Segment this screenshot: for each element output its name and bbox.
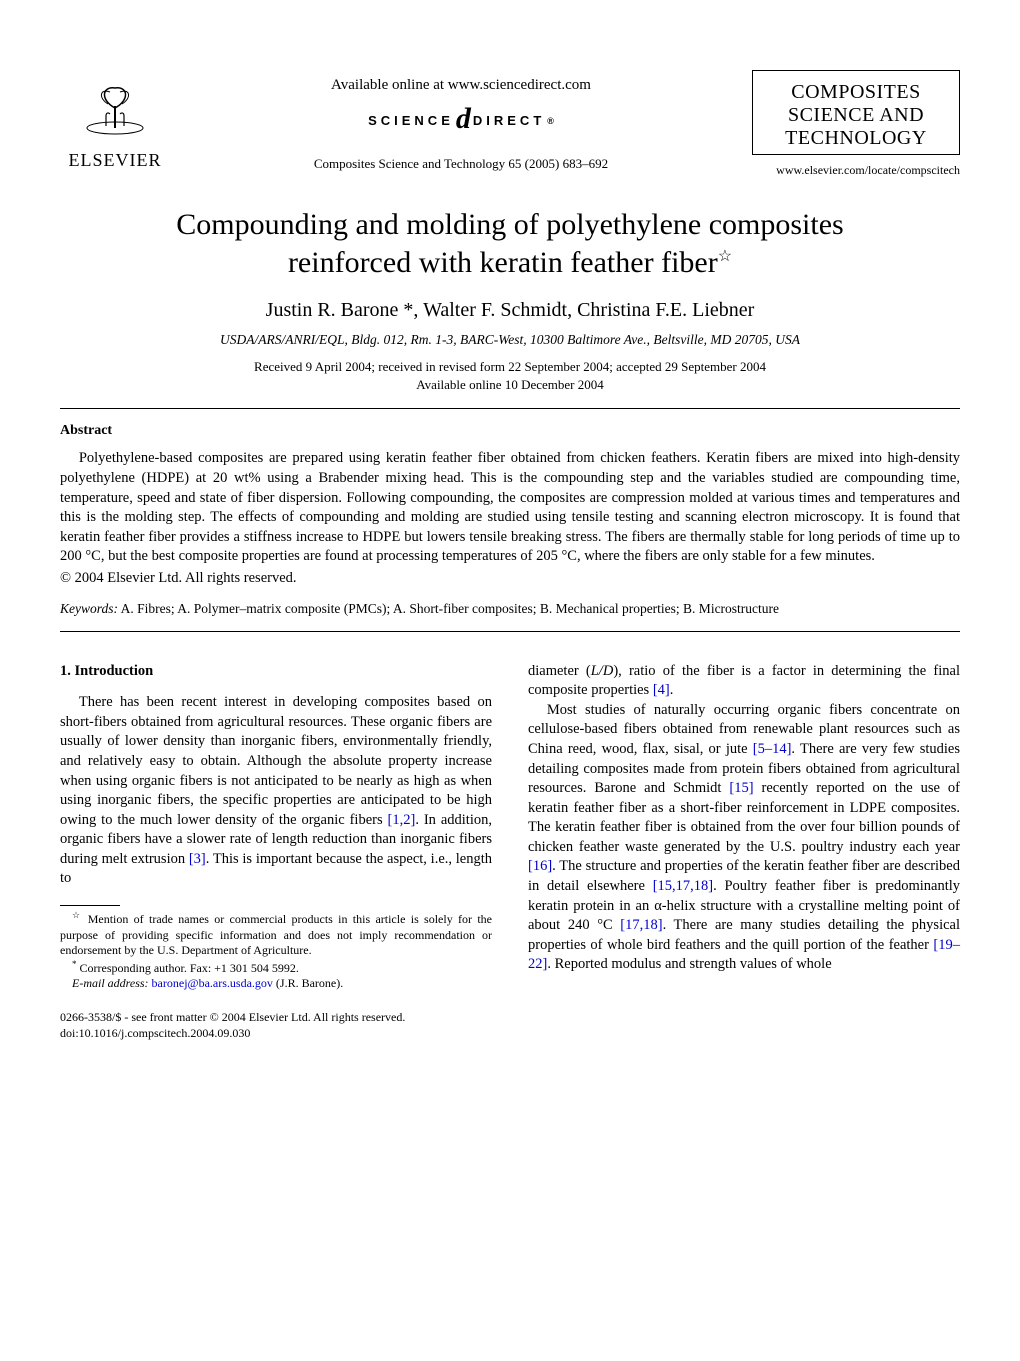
col1-text-a: There has been recent interest in develo… (60, 694, 492, 827)
col2-p1-ld: L/D (591, 663, 614, 679)
journal-box-line3: TECHNOLOGY (761, 127, 951, 150)
article-title: Compounding and molding of polyethylene … (60, 206, 960, 281)
ref-link-1-2[interactable]: [1,2] (388, 812, 416, 828)
header-center: Available online at www.sciencedirect.co… (170, 77, 752, 172)
sd-registered-icon: ® (547, 116, 554, 126)
ref-link-5-14[interactable]: [5–14] (753, 741, 792, 757)
dates-line2: Available online 10 December 2004 (60, 376, 960, 394)
divider-bottom (60, 631, 960, 632)
title-line1: Compounding and molding of polyethylene … (176, 208, 843, 241)
column-right: diameter (L/D), ratio of the fiber is a … (528, 662, 960, 1041)
column-left: 1. Introduction There has been recent in… (60, 662, 492, 1041)
col2-p1-a: diameter ( (528, 663, 591, 679)
ref-link-3[interactable]: [3] (189, 851, 206, 867)
col2-paragraph-2: Most studies of naturally occurring orga… (528, 701, 960, 975)
journal-box-line2: SCIENCE AND (761, 104, 951, 127)
sd-left: SCIENCE (368, 113, 454, 128)
affiliation: USDA/ARS/ANRI/EQL, Bldg. 012, Rm. 1-3, B… (60, 332, 960, 348)
journal-reference: Composites Science and Technology 65 (20… (314, 156, 608, 172)
title-note-symbol: ☆ (718, 248, 732, 265)
footnote3-tail: (J.R. Barone). (273, 976, 343, 990)
footnote1-text: Mention of trade names or commercial pro… (60, 912, 492, 957)
ref-link-15[interactable]: [15] (729, 780, 753, 796)
footnotes-block: ☆ Mention of trade names or commercial p… (60, 910, 492, 992)
title-section: Compounding and molding of polyethylene … (60, 206, 960, 394)
intro-heading: 1. Introduction (60, 662, 492, 682)
dates-line1: Received 9 April 2004; received in revis… (60, 358, 960, 376)
page-container: ELSEVIER Available online at www.science… (0, 0, 1020, 1081)
col2-paragraph-1: diameter (L/D), ratio of the fiber is a … (528, 662, 960, 701)
elsevier-logo: ELSEVIER (60, 78, 170, 171)
footnote3-email[interactable]: baronej@ba.ars.usda.gov (152, 976, 273, 990)
keywords-line: Keywords: A. Fibres; A. Polymer–matrix c… (60, 601, 960, 617)
ref-link-17-18[interactable]: [17,18] (620, 917, 662, 933)
intro-paragraph-1: There has been recent interest in develo… (60, 693, 492, 889)
bottom-line1: 0266-3538/$ - see front matter © 2004 El… (60, 1010, 492, 1026)
bottom-line2: doi:10.1016/j.compscitech.2004.09.030 (60, 1026, 492, 1042)
header-row: ELSEVIER Available online at www.science… (60, 70, 960, 178)
sd-right: DIRECT (473, 113, 545, 128)
title-line2: reinforced with keratin feather fiber (288, 246, 718, 279)
ref-link-15-17-18[interactable]: [15,17,18] (653, 878, 713, 894)
authors-line: Justin R. Barone *, Walter F. Schmidt, C… (60, 299, 960, 322)
abstract-heading: Abstract (60, 423, 960, 439)
elsevier-tree-icon (80, 78, 150, 146)
footnote-1: ☆ Mention of trade names or commercial p… (60, 910, 492, 959)
journal-box-line1: COMPOSITES (761, 81, 951, 104)
dates-block: Received 9 April 2004; received in revis… (60, 358, 960, 394)
footnote-2: * Corresponding author. Fax: +1 301 504 … (60, 959, 492, 977)
journal-title-box: COMPOSITES SCIENCE AND TECHNOLOGY (752, 70, 960, 155)
footnote-rule (60, 905, 120, 906)
col2-p1-c: . (670, 682, 674, 698)
footnote2-text: Corresponding author. Fax: +1 301 504 59… (77, 961, 299, 975)
abstract-body: Polyethylene-based composites are prepar… (60, 449, 960, 566)
footnote3-label: E-mail address: (72, 976, 149, 990)
elsevier-text: ELSEVIER (69, 150, 162, 171)
keywords-text: A. Fibres; A. Polymer–matrix composite (… (118, 601, 779, 616)
copyright-line: © 2004 Elsevier Ltd. All rights reserved… (60, 570, 960, 587)
journal-url: www.elsevier.com/locate/compscitech (752, 163, 960, 178)
divider-top (60, 408, 960, 409)
sciencedirect-logo: SCIENCE d DIRECT ® (368, 104, 554, 138)
bottom-info: 0266-3538/$ - see front matter © 2004 El… (60, 1010, 492, 1041)
ref-link-16[interactable]: [16] (528, 858, 552, 874)
two-column-body: 1. Introduction There has been recent in… (60, 662, 960, 1041)
keywords-label: Keywords: (60, 601, 118, 616)
ref-link-4[interactable]: [4] (653, 682, 670, 698)
footnote1-symbol: ☆ (72, 910, 82, 920)
col2-p2-g: . Reported modulus and strength values o… (547, 956, 831, 972)
footnote-3: E-mail address: baronej@ba.ars.usda.gov … (60, 976, 492, 992)
header-right: COMPOSITES SCIENCE AND TECHNOLOGY www.el… (752, 70, 960, 178)
sd-d-icon: d (456, 102, 471, 136)
available-online-text: Available online at www.sciencedirect.co… (331, 77, 591, 94)
